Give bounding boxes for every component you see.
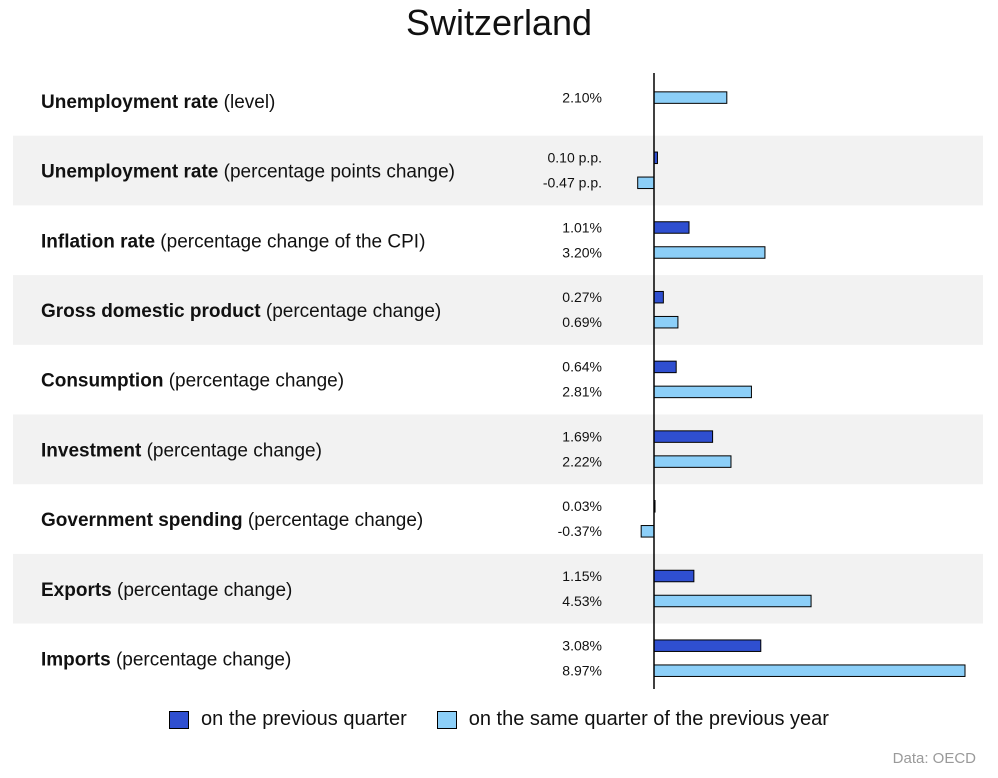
bar-year bbox=[653, 246, 766, 259]
value-label-year: 2.22% bbox=[562, 453, 602, 469]
bar-year bbox=[653, 385, 752, 399]
legend-swatch-year bbox=[436, 710, 457, 729]
category-label-bold: Unemployment rate bbox=[41, 162, 218, 183]
row-labels: Unemployment rate (level)Unemployment ra… bbox=[41, 92, 455, 671]
category-label: Imports (percentage change) bbox=[41, 649, 291, 670]
category-label-bold: Investment bbox=[41, 440, 142, 461]
bar-year bbox=[640, 525, 655, 538]
value-label-quarter: 1.15% bbox=[562, 568, 602, 584]
bars bbox=[637, 91, 966, 677]
legend-swatch-quarter bbox=[169, 710, 190, 729]
value-label-year: 0.69% bbox=[562, 314, 602, 330]
value-label-year: 2.10% bbox=[562, 89, 602, 105]
category-label-bold: Unemployment rate bbox=[41, 92, 218, 113]
category-label: Exports (percentage change) bbox=[41, 580, 292, 601]
legend-label-year: on the same quarter of the previous year bbox=[468, 708, 829, 730]
value-label-year: 2.81% bbox=[562, 384, 602, 400]
category-label-detail: (percentage points change) bbox=[218, 162, 455, 183]
category-label-bold: Imports bbox=[41, 649, 111, 670]
bar-quarter bbox=[653, 430, 714, 443]
bar-quarter bbox=[653, 360, 677, 374]
bar-chart: Unemployment rate (level)Unemployment ra… bbox=[13, 73, 983, 689]
row-bands bbox=[13, 135, 983, 624]
value-label-quarter: 0.27% bbox=[562, 289, 602, 305]
category-label-detail: (percentage change) bbox=[243, 510, 424, 531]
bar-quarter bbox=[653, 290, 664, 304]
legend-item-quarter: on the previous quarter bbox=[169, 708, 407, 731]
category-label-bold: Gross domestic product bbox=[41, 301, 261, 322]
value-label-year: 3.20% bbox=[562, 244, 602, 260]
category-label: Government spending (percentage change) bbox=[41, 510, 423, 531]
value-label-year: 4.53% bbox=[562, 593, 602, 609]
value-label-quarter: 0.64% bbox=[562, 359, 602, 375]
row-band bbox=[13, 135, 983, 206]
category-label-detail: (percentage change of the CPI) bbox=[155, 231, 425, 252]
category-label: Unemployment rate (level) bbox=[41, 92, 275, 113]
value-label-quarter: 3.08% bbox=[562, 637, 602, 653]
legend: on the previous quarter on the same quar… bbox=[0, 708, 998, 731]
row-band bbox=[13, 414, 983, 485]
value-label-quarter: 1.69% bbox=[562, 428, 602, 444]
legend-item-year: on the same quarter of the previous year bbox=[436, 708, 829, 731]
bar-year bbox=[653, 664, 966, 677]
category-label-bold: Government spending bbox=[41, 510, 243, 531]
category-label-bold: Exports bbox=[41, 580, 112, 601]
bar-year bbox=[653, 455, 732, 468]
value-labels: 2.10% 0.10 p.p. -0.47 p.p. 1.01% 3.20% 0.27% 0… bbox=[543, 89, 602, 678]
row-band bbox=[13, 553, 983, 624]
category-label: Unemployment rate (percentage points cha… bbox=[41, 162, 455, 183]
category-label-bold: Inflation rate bbox=[41, 231, 155, 252]
category-label: Inflation rate (percentage change of the… bbox=[41, 231, 425, 252]
value-label-quarter: 0.03% bbox=[562, 498, 602, 514]
value-label-year: -0.37% bbox=[558, 523, 602, 539]
bar-year bbox=[653, 594, 812, 608]
category-label-detail: (level) bbox=[218, 92, 275, 113]
category-label-detail: (percentage change) bbox=[141, 440, 322, 461]
legend-label-quarter: on the previous quarter bbox=[201, 708, 407, 730]
category-label-bold: Consumption bbox=[41, 371, 163, 392]
source-note: Data: OECD bbox=[892, 750, 976, 767]
value-label-quarter: 1.01% bbox=[562, 219, 602, 235]
bar-quarter bbox=[653, 221, 690, 234]
value-label-year: 8.97% bbox=[562, 662, 602, 678]
bar-quarter bbox=[653, 569, 695, 583]
bar-year bbox=[637, 176, 655, 190]
category-label-detail: (percentage change) bbox=[112, 580, 293, 601]
chart-title: Switzerland bbox=[405, 2, 593, 43]
bar-year bbox=[653, 315, 679, 329]
category-label-detail: (percentage change) bbox=[163, 371, 344, 392]
category-label: Investment (percentage change) bbox=[41, 440, 322, 461]
category-label-detail: (percentage change) bbox=[261, 301, 442, 322]
category-label: Gross domestic product (percentage chang… bbox=[41, 301, 441, 322]
category-label: Consumption (percentage change) bbox=[41, 371, 344, 392]
category-label-detail: (percentage change) bbox=[111, 649, 292, 670]
value-label-year: -0.47 p.p. bbox=[543, 175, 602, 191]
bar-year bbox=[653, 91, 728, 104]
value-label-quarter: 0.10 p.p. bbox=[548, 150, 603, 166]
row-band bbox=[13, 275, 983, 345]
bar-quarter bbox=[653, 639, 762, 652]
